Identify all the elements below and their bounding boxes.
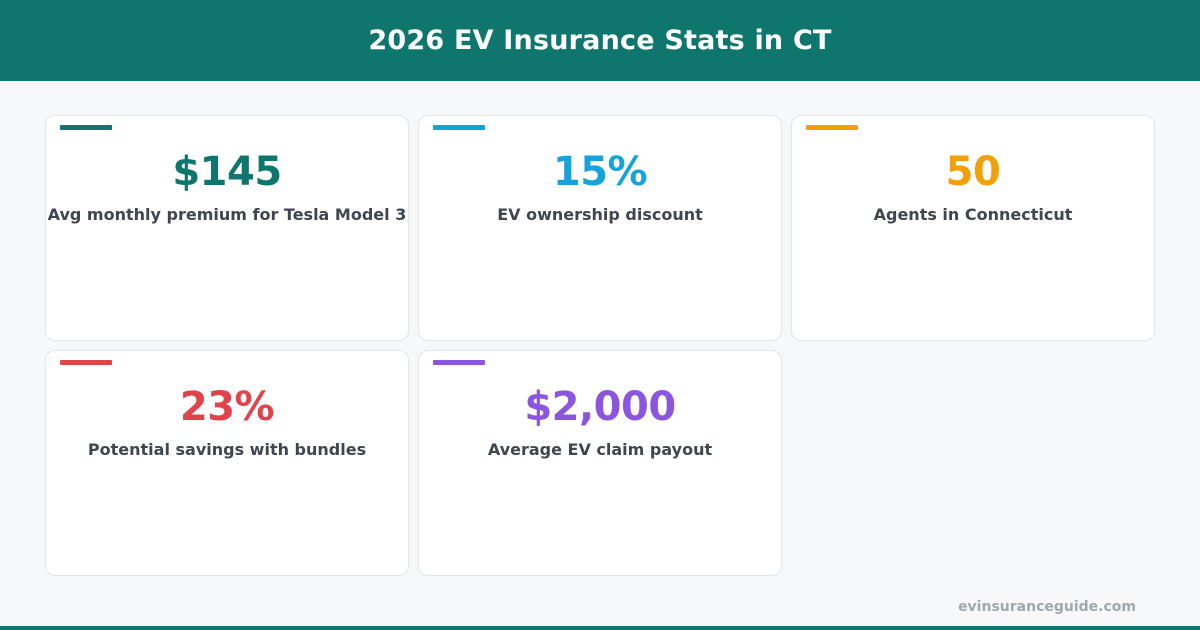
stat-accent-bar xyxy=(60,360,112,365)
stat-card: 50 Agents in Connecticut xyxy=(791,115,1155,341)
stat-value: 50 xyxy=(945,149,1001,195)
stat-label: Average EV claim payout xyxy=(487,440,713,459)
stat-card: 23% Potential savings with bundles xyxy=(45,350,409,576)
stat-card: $145 Avg monthly premium for Tesla Model… xyxy=(45,115,409,341)
stats-grid: $145 Avg monthly premium for Tesla Model… xyxy=(45,115,1155,576)
page-title: 2026 EV Insurance Stats in CT xyxy=(368,25,832,56)
stat-label: Avg monthly premium for Tesla Model 3 xyxy=(47,205,407,224)
stat-card: 15% EV ownership discount xyxy=(418,115,782,341)
stat-value: 23% xyxy=(179,384,275,430)
site-credit: evinsuranceguide.com xyxy=(958,599,1136,615)
footer-bar xyxy=(0,626,1200,630)
header-bar: 2026 EV Insurance Stats in CT xyxy=(0,0,1200,81)
stat-label: Potential savings with bundles xyxy=(87,440,367,459)
stat-card: $2,000 Average EV claim payout xyxy=(418,350,782,576)
stat-value: $145 xyxy=(172,149,282,195)
stat-label: Agents in Connecticut xyxy=(873,205,1073,224)
stat-value: $2,000 xyxy=(524,384,676,430)
stat-accent-bar xyxy=(433,125,485,130)
stat-accent-bar xyxy=(60,125,112,130)
stat-label: EV ownership discount xyxy=(497,205,703,224)
stat-accent-bar xyxy=(433,360,485,365)
stat-value: 15% xyxy=(552,149,648,195)
stat-accent-bar xyxy=(806,125,858,130)
